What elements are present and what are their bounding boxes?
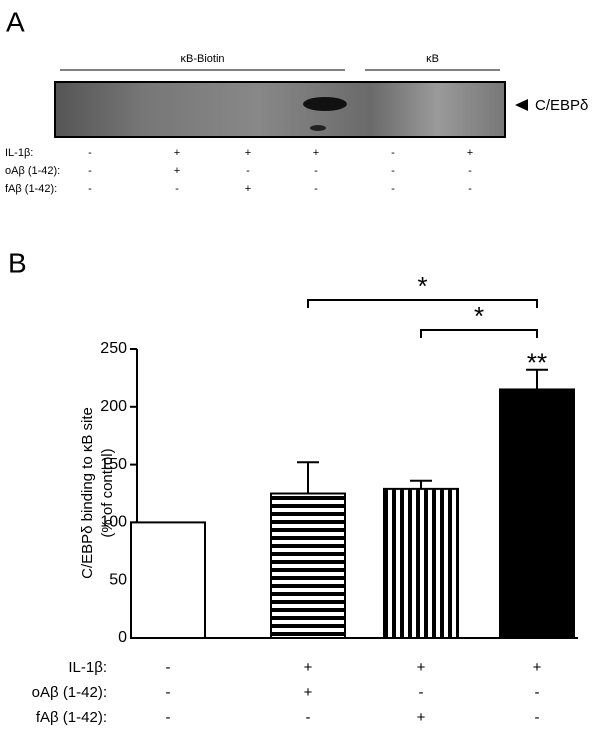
significance-bracket — [420, 329, 538, 338]
row-sign: - — [468, 165, 472, 177]
row-sign: - — [314, 183, 318, 195]
row-sign: + — [174, 147, 180, 159]
row-sign: + — [417, 659, 426, 676]
row-sign: - — [246, 165, 250, 177]
y-tick-label: 200 — [100, 398, 127, 415]
blot-band — [303, 97, 347, 111]
row-label: oAβ (1-42): — [5, 165, 60, 177]
row-sign: - — [468, 183, 472, 195]
row-sign: - — [175, 183, 179, 195]
significance-label: ** — [527, 348, 547, 378]
band-arrow — [515, 99, 528, 111]
row-label: IL-1β: — [5, 147, 33, 159]
row-sign: - — [88, 165, 92, 177]
row-sign: - — [391, 183, 395, 195]
row-sign: - — [391, 165, 395, 177]
row-sign: + — [245, 183, 251, 195]
y-tick-label: 250 — [100, 340, 127, 357]
row-sign: - — [166, 709, 171, 726]
row-sign: - — [88, 147, 92, 159]
row-sign: + — [245, 147, 251, 159]
blot — [54, 81, 506, 138]
row-label: IL-1β: — [68, 659, 107, 676]
significance-label: * — [474, 301, 484, 331]
y-axis-label: (% of control) — [99, 448, 116, 537]
row-sign: + — [313, 147, 319, 159]
row-sign: - — [314, 165, 318, 177]
bar — [383, 487, 459, 639]
row-sign: - — [391, 147, 395, 159]
y-tick-label: 150 — [100, 456, 127, 473]
group-label: κB — [426, 53, 439, 65]
y-axis-label: C/EBPδ binding to κB site — [79, 407, 96, 579]
significance-bracket — [307, 299, 538, 308]
blot-spot — [310, 125, 326, 131]
row-sign: - — [166, 684, 171, 701]
significance-label: * — [417, 271, 427, 301]
row-sign: + — [417, 709, 426, 726]
row-sign: + — [533, 659, 542, 676]
row-sign: - — [166, 659, 171, 676]
row-sign: + — [304, 659, 313, 676]
panel-label: A — [6, 6, 25, 37]
row-label: fAβ (1-42): — [5, 183, 57, 195]
row-label: oAβ (1-42): — [32, 684, 107, 701]
row-sign: + — [304, 684, 313, 701]
row-sign: - — [88, 183, 92, 195]
y-tick-label: 0 — [118, 629, 127, 646]
row-label: fAβ (1-42): — [36, 709, 107, 726]
group-label: κB-Biotin — [180, 53, 224, 65]
bar — [270, 492, 346, 639]
panel-label: B — [8, 247, 27, 278]
bar — [499, 388, 575, 639]
row-sign: - — [306, 709, 311, 726]
y-tick-label: 50 — [109, 571, 127, 588]
row-sign: - — [419, 684, 424, 701]
row-sign: - — [535, 709, 540, 726]
row-sign: + — [174, 165, 180, 177]
row-sign: - — [535, 684, 540, 701]
bar — [130, 521, 206, 640]
band-label: C/EBPδ — [535, 97, 588, 114]
y-tick-label: 100 — [100, 514, 127, 531]
row-sign: + — [467, 147, 473, 159]
